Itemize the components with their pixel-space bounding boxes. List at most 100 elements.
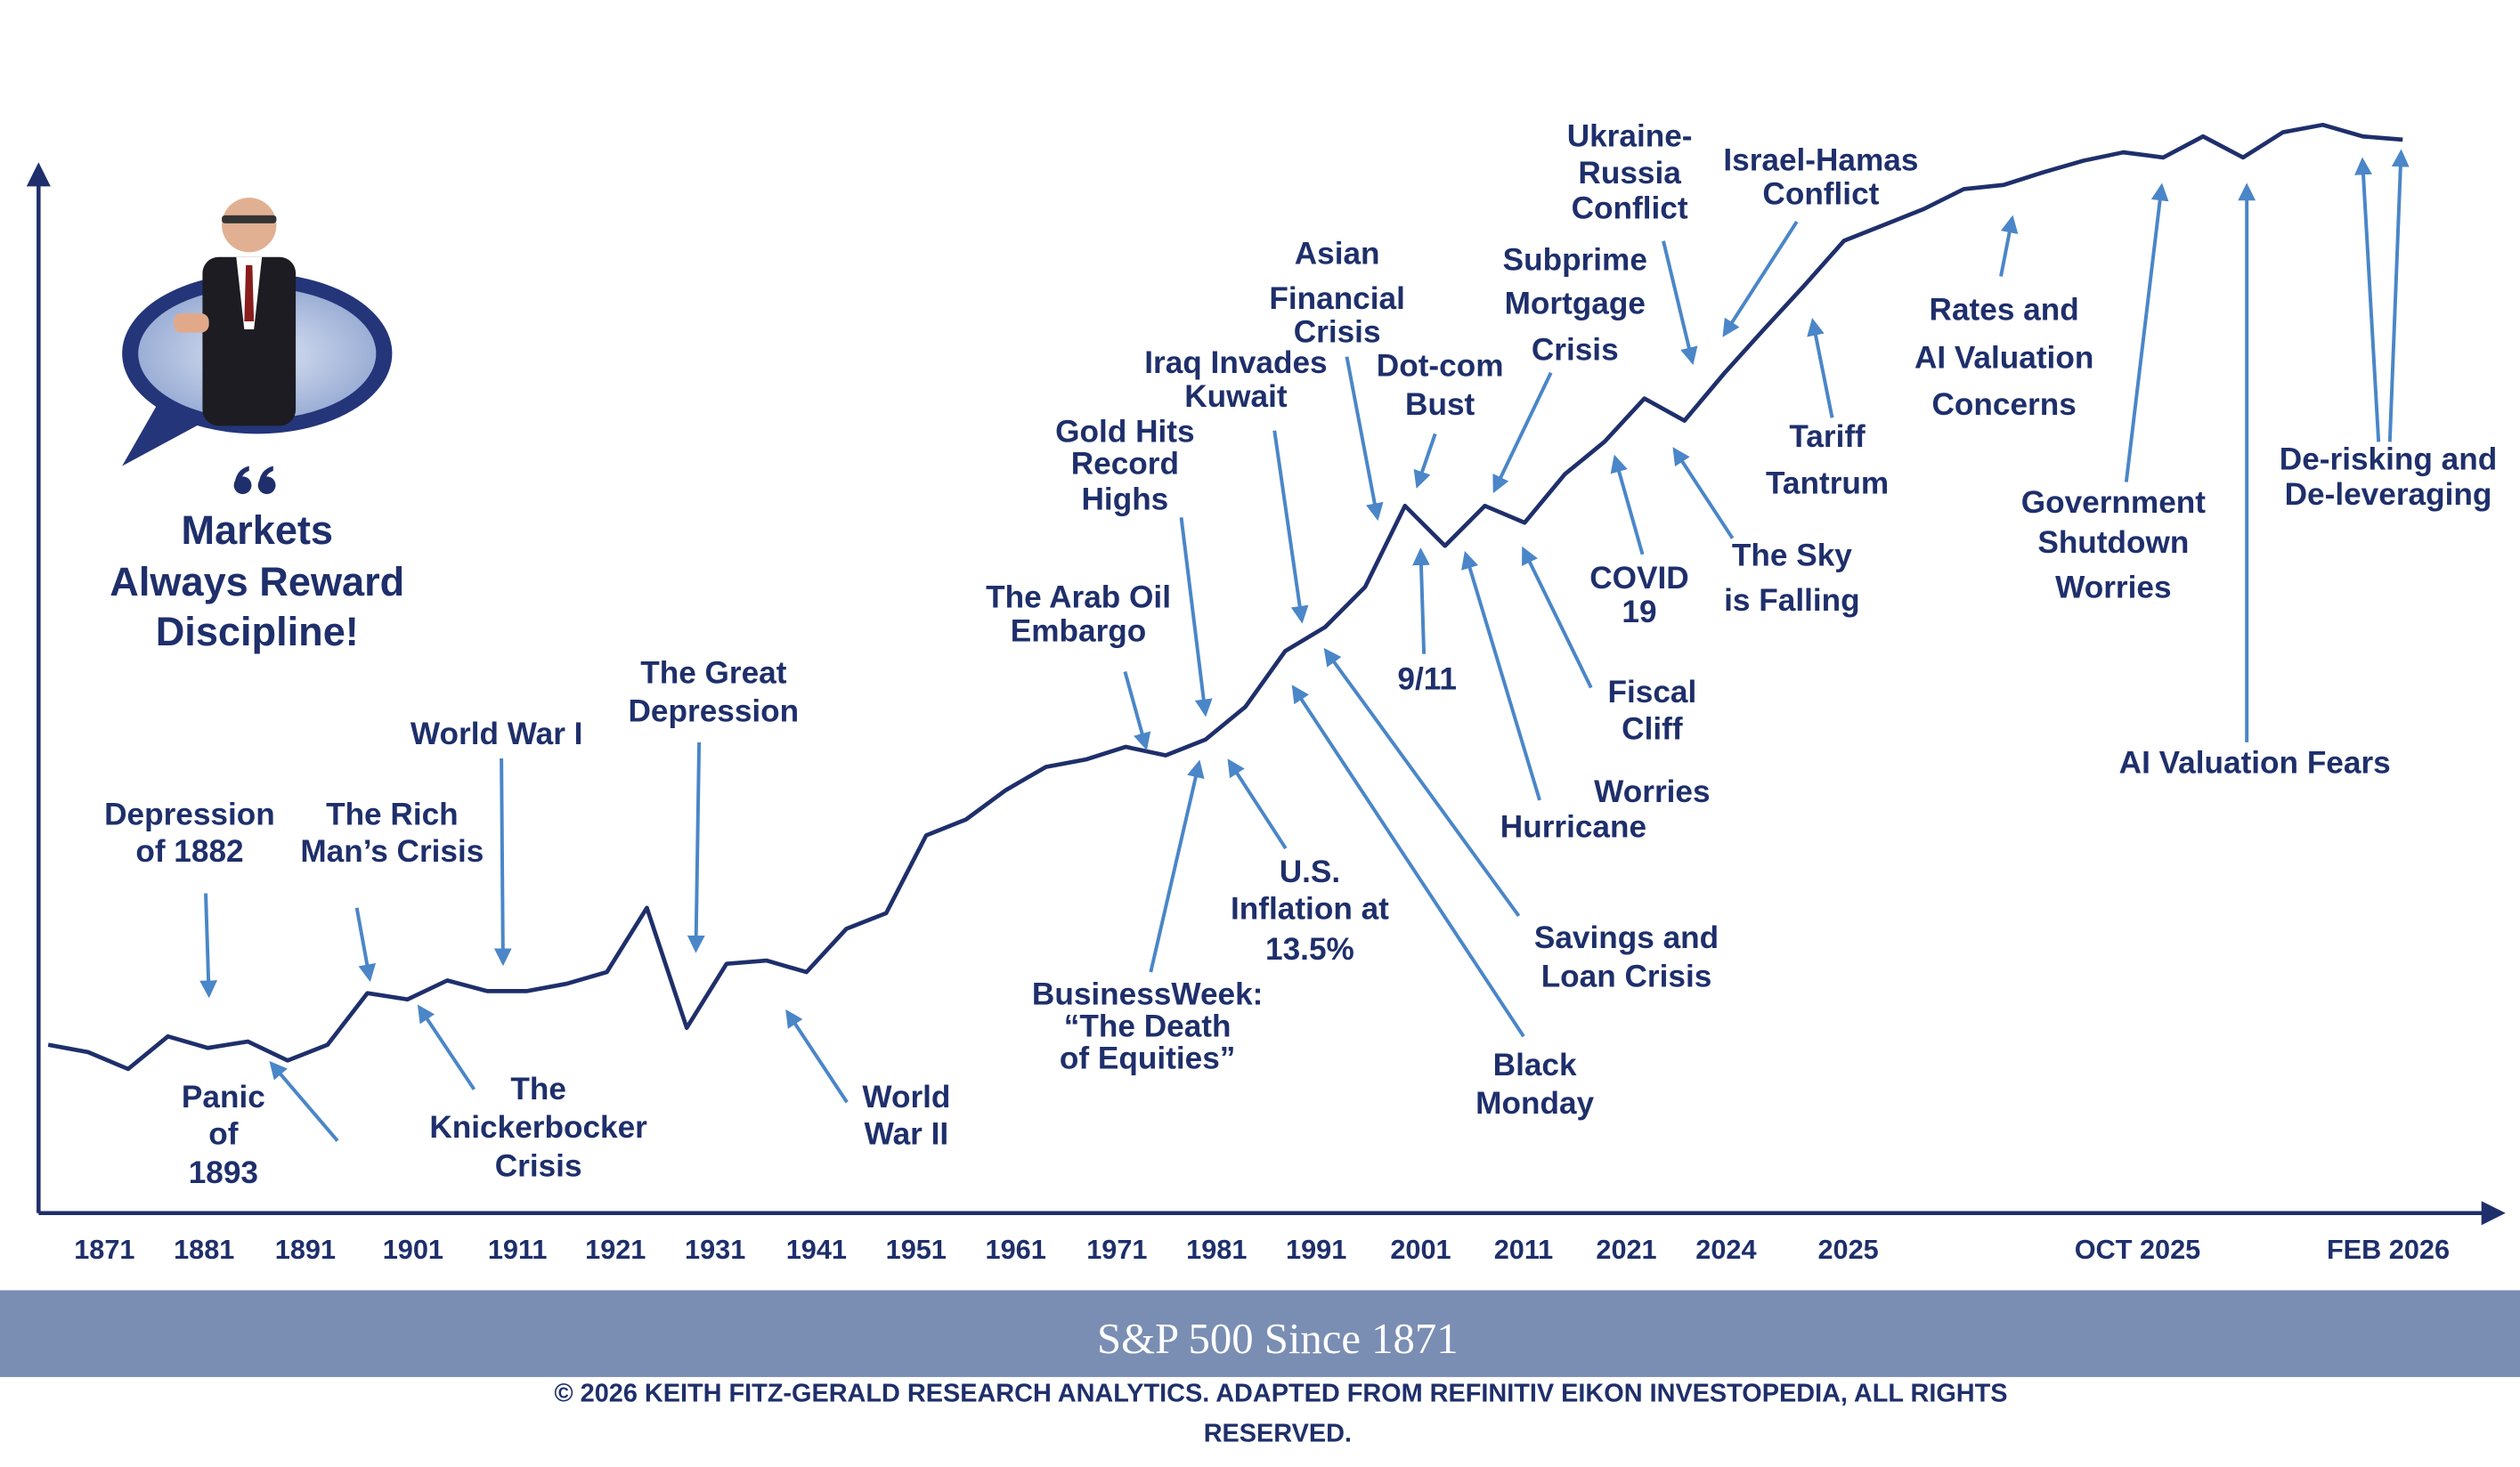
annotation-arrow [1807,318,1834,418]
annotation: Conflict [1762,177,1879,212]
annotation: Worries [2055,571,2171,605]
annotation: 19 [1622,595,1656,629]
annotation: Crisis [1532,333,1619,368]
title-band [0,1290,2520,1377]
annotation-arrow [2354,157,2381,442]
x-tick-label: 1951 [886,1234,947,1265]
annotation: AI Valuation Fears [2119,745,2391,780]
annotation: Russia [1578,156,1681,190]
annotation-arrow [1492,371,1553,494]
annotation: De-leveraging [2285,477,2492,512]
annotation: of 1882 [135,834,243,869]
x-tick-label: 1921 [585,1234,646,1265]
annotation: Mortgage [1505,286,1646,320]
x-tick-label: 1871 [74,1234,134,1265]
annotation: Crisis [1294,315,1381,350]
annotation: Monday [1475,1086,1594,1121]
annotation: is Falling [1724,583,1860,618]
annotation: The Arab Oil [986,580,1171,615]
annotation: Man’s Crisis [300,834,484,869]
x-tick-label: OCT 2025 [2075,1234,2200,1265]
annotation: Bust [1405,387,1475,422]
annotation: Subprime [1503,243,1647,278]
annotation: Concerns [1932,387,2077,422]
annotation-arrow [417,1004,476,1090]
annotation: Loan Crisis [1541,960,1712,994]
annotation-arrow [199,893,218,999]
annotation: World War I [411,717,583,751]
x-tick-label: 2011 [1494,1234,1554,1265]
annotation-arrow [1291,685,1525,1038]
annotation: “The Death [1064,1009,1232,1044]
quote-line: Markets [182,507,334,553]
x-tick-label: 1971 [1086,1234,1147,1265]
annotation: 1893 [189,1155,258,1190]
annotation: 13.5% [1265,932,1354,967]
annotation-arrow [1461,550,1541,801]
annotation: Crisis [495,1149,582,1184]
x-tick-label: 1901 [383,1234,443,1265]
annotation-arrow [1179,516,1213,717]
credit: RESERVED. [1204,1420,1352,1448]
annotation: Embargo [1011,613,1147,648]
annotation-arrow [493,758,512,967]
annotation: AI Valuation [1914,341,2093,376]
annotation: Conflict [1572,191,1688,226]
annotation: Depression [104,797,275,831]
annotation-arrow [1227,758,1288,850]
presenter-badge [122,198,393,466]
annotation-arrow [354,907,377,983]
annotation-arrow [1272,430,1309,624]
annotation: Fiscal [1608,675,1697,709]
annotation: Asian [1295,236,1380,271]
annotation-arrow [1413,433,1437,489]
annotation: War II [865,1116,948,1151]
annotation-arrow [687,742,705,953]
annotation-arrow [785,1009,849,1104]
annotation: Tantrum [1766,466,1889,500]
x-tick-label: 1891 [275,1234,336,1265]
x-tick-label: 2024 [1695,1234,1756,1265]
plot: 1871 1881 1891 1901 1911 1921 1931 1941 1951 1961… [47,119,2497,1265]
x-tick-label: 1991 [1286,1234,1346,1265]
x-tick-label: 1881 [174,1234,234,1265]
annotation: The Rich [326,797,459,831]
x-tick-label: 1961 [986,1234,1046,1265]
annotation: The Great [640,655,787,690]
annotation: Iraq Invades [1144,345,1327,380]
annotation: Knickerbocker [429,1110,647,1145]
x-tick-label: 1941 [786,1234,847,1265]
x-tick-label: 2025 [1817,1234,1878,1265]
annotation: World [862,1080,950,1114]
annotation-arrow [1662,240,1698,365]
annotation: Savings and [1534,920,1719,955]
annotation: of Equities” [1060,1041,1235,1076]
annotation: Inflation at [1231,892,1389,927]
annotation: Kuwait [1184,379,1288,414]
annotation-arrow [1999,215,2019,277]
annotation-arrow [1123,670,1151,751]
annotation: De-risking and [2280,442,2497,476]
annotation: Hurricane [1500,810,1646,845]
x-tick-label: 2001 [1390,1234,1451,1265]
annotation: Government [2021,485,2207,520]
annotation: Panic [182,1080,265,1114]
annotation: COVID [1589,561,1688,596]
annotation: Black [1493,1048,1577,1082]
annotation: of [208,1116,238,1151]
credit: © 2026 KEITH FITZ-GERALD RESEARCH ANALYT… [554,1379,2007,1407]
x-tick-label: 2021 [1596,1234,1656,1265]
x-tick-label: 1981 [1186,1234,1247,1265]
price-line [47,122,2403,1072]
annotation: The [510,1072,566,1106]
annotation: Highs [1082,482,1169,516]
annotation-arrow [1722,221,1799,337]
annotation-arrow [269,1060,339,1142]
annotation-arrow [1149,759,1205,973]
x-tick-label: FEB 2026 [2327,1234,2450,1265]
quote-line: Discipline! [156,609,359,654]
annotation-arrow [2124,182,2169,482]
annotation: The Sky [1732,539,1852,573]
annotation: Gold Hits [1055,415,1194,450]
